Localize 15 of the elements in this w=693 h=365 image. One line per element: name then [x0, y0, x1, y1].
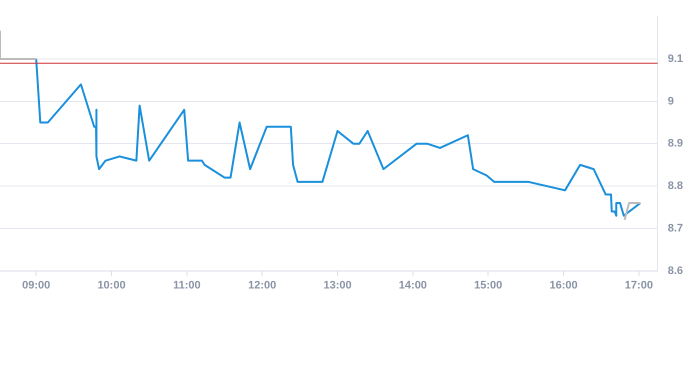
x-tick-label: 15:00 — [474, 279, 502, 292]
y-tick-label: 9.1 — [668, 53, 684, 65]
x-tick-label: 12:00 — [248, 279, 276, 292]
y-tick-label: 8.6 — [668, 264, 684, 277]
x-tick-label: 11:00 — [173, 279, 201, 292]
x-tick-label: 17:00 — [624, 279, 653, 292]
x-tick-label: 13:00 — [323, 279, 352, 292]
x-tick-label: 14:00 — [398, 279, 427, 292]
y-tick-label: 8.7 — [668, 222, 684, 234]
x-tick-label: 10:00 — [97, 279, 126, 292]
x-tick-label: 09:00 — [22, 279, 50, 292]
y-tick-label: 9 — [668, 95, 674, 108]
y-tick-label: 8.9 — [668, 138, 684, 150]
x-tick-label: 16:00 — [549, 279, 578, 292]
y-tick-label: 8.8 — [668, 180, 684, 192]
